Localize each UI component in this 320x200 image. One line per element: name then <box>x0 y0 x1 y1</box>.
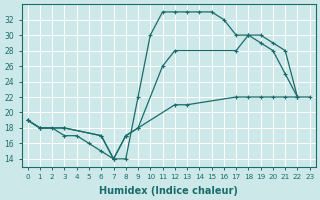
X-axis label: Humidex (Indice chaleur): Humidex (Indice chaleur) <box>99 186 238 196</box>
